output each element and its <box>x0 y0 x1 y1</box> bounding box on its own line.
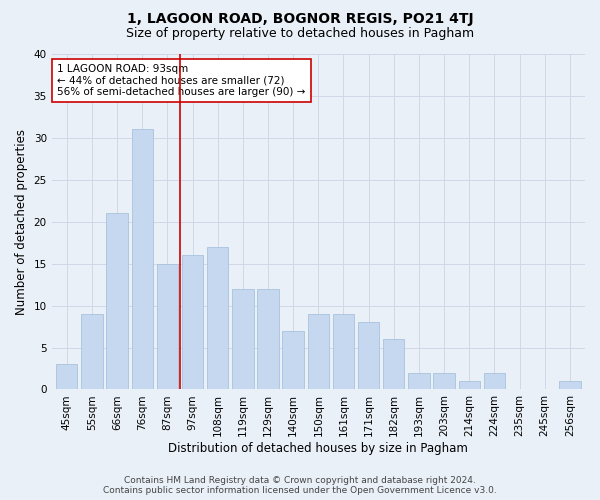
Bar <box>308 314 329 390</box>
Bar <box>182 256 203 390</box>
Bar <box>358 322 379 390</box>
X-axis label: Distribution of detached houses by size in Pagham: Distribution of detached houses by size … <box>169 442 468 455</box>
Text: Contains HM Land Registry data © Crown copyright and database right 2024.
Contai: Contains HM Land Registry data © Crown c… <box>103 476 497 495</box>
Bar <box>81 314 103 390</box>
Bar <box>433 372 455 390</box>
Text: 1 LAGOON ROAD: 93sqm
← 44% of detached houses are smaller (72)
56% of semi-detac: 1 LAGOON ROAD: 93sqm ← 44% of detached h… <box>57 64 305 98</box>
Bar <box>106 214 128 390</box>
Bar <box>56 364 77 390</box>
Bar <box>283 331 304 390</box>
Bar <box>559 381 581 390</box>
Bar <box>257 289 279 390</box>
Bar <box>232 289 254 390</box>
Bar <box>207 247 229 390</box>
Bar <box>484 372 505 390</box>
Bar <box>333 314 354 390</box>
Bar <box>408 372 430 390</box>
Bar <box>383 339 404 390</box>
Bar <box>131 130 153 390</box>
Text: Size of property relative to detached houses in Pagham: Size of property relative to detached ho… <box>126 28 474 40</box>
Y-axis label: Number of detached properties: Number of detached properties <box>15 128 28 314</box>
Text: 1, LAGOON ROAD, BOGNOR REGIS, PO21 4TJ: 1, LAGOON ROAD, BOGNOR REGIS, PO21 4TJ <box>127 12 473 26</box>
Bar <box>458 381 480 390</box>
Bar <box>157 264 178 390</box>
